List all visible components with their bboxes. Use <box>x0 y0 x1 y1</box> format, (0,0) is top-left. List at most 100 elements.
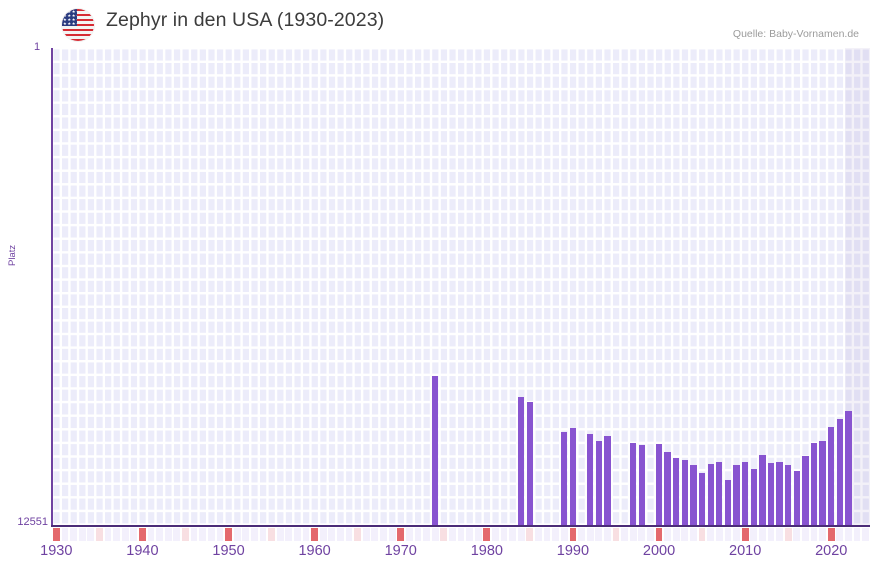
x-tick-cell <box>354 528 362 541</box>
x-tick-label: 1940 <box>126 543 159 559</box>
x-tick-cell <box>337 528 344 541</box>
bar <box>741 462 749 525</box>
x-tick-cell <box>388 528 396 541</box>
bar <box>630 443 637 525</box>
x-tick-cell <box>707 528 715 541</box>
x-tick-label: 1980 <box>470 543 503 559</box>
flag-stripes <box>62 9 94 41</box>
x-tick-cell <box>827 528 835 541</box>
x-tick-cell <box>207 528 215 541</box>
x-tick-cell <box>52 528 60 541</box>
x-tick-cell <box>612 528 620 541</box>
x-tick-cell <box>182 528 189 541</box>
x-tick-cell <box>517 528 525 541</box>
x-tick-cell <box>423 528 430 541</box>
x-tick-cell <box>578 528 585 541</box>
x-tick-label: 1970 <box>384 543 417 559</box>
x-tick-label: 1990 <box>556 543 590 559</box>
x-tick-cell <box>698 528 706 541</box>
x-tick-cell <box>414 528 422 541</box>
x-tick-cell <box>242 528 250 541</box>
bar <box>690 465 697 525</box>
y-axis-line <box>51 48 53 527</box>
x-tick-cell <box>526 528 534 541</box>
x-tick-cell <box>784 528 792 541</box>
x-tick-cell <box>250 528 258 541</box>
x-tick-cell <box>535 528 542 541</box>
x-axis-tick-band <box>52 528 870 541</box>
x-tick-cell <box>130 528 138 541</box>
x-tick-cell <box>552 528 560 541</box>
x-tick-cell <box>440 528 448 541</box>
x-tick-cell <box>371 528 379 541</box>
x-tick-cell <box>638 528 646 541</box>
bar <box>673 458 680 525</box>
bar <box>750 469 757 525</box>
x-tick-cell <box>345 528 353 541</box>
x-tick-cell <box>397 528 405 541</box>
x-tick-cell <box>164 528 172 541</box>
source-attribution: Quelle: Baby-Vornamen.de <box>732 28 859 40</box>
x-tick-cell <box>121 528 129 541</box>
bar <box>793 471 800 525</box>
bar <box>767 463 775 525</box>
x-tick-cell <box>845 528 852 541</box>
x-tick-cell <box>724 528 732 541</box>
bar <box>518 397 525 525</box>
bar <box>759 455 766 525</box>
x-tick-cell <box>104 528 112 541</box>
x-tick-cell <box>216 528 224 541</box>
flag-stars: ★★★★★★★★★★★★★★★★★★★★★★★★★★★★★★★★ <box>63 9 77 26</box>
x-tick-cell <box>466 528 473 541</box>
x-tick-cell <box>190 528 198 541</box>
x-tick-cell <box>173 528 181 541</box>
x-tick-cell <box>78 528 86 541</box>
x-tick-cell <box>543 528 551 541</box>
y-axis-tick-bottom: 12551 <box>17 516 48 528</box>
flag-stripe <box>62 33 94 37</box>
bar <box>655 444 663 525</box>
bar-series <box>52 48 870 525</box>
x-tick-cell <box>862 528 870 541</box>
x-tick-cell <box>715 528 723 541</box>
x-tick-cell <box>233 528 241 541</box>
x-tick-cell <box>147 528 155 541</box>
plot-area <box>52 48 870 525</box>
x-tick-cell <box>319 528 327 541</box>
us-flag-circle-icon: ★★★★★★★★★★★★★★★★★★★★★★★★★★★★★★★★ <box>62 9 94 41</box>
bar <box>836 419 844 525</box>
bar <box>802 456 809 525</box>
x-tick-cell <box>560 528 568 541</box>
x-tick-cell <box>285 528 293 541</box>
x-tick-cell <box>672 528 680 541</box>
x-tick-label: 2020 <box>815 543 848 559</box>
bar <box>733 465 740 525</box>
x-tick-cell <box>380 528 387 541</box>
x-tick-cell <box>95 528 103 541</box>
flag-stripe <box>62 13 94 17</box>
bar <box>776 462 783 525</box>
x-tick-cell <box>293 528 301 541</box>
x-tick-cell <box>268 528 275 541</box>
grid-lines <box>52 48 870 525</box>
x-tick-cell <box>802 528 809 541</box>
bar <box>724 480 732 525</box>
x-tick-cell <box>362 528 370 541</box>
x-axis-line <box>51 525 870 527</box>
x-tick-cell <box>156 528 164 541</box>
x-tick-cell <box>595 528 603 541</box>
x-tick-cell <box>509 528 517 541</box>
x-tick-cell <box>259 528 267 541</box>
flag-stripe <box>62 26 94 29</box>
x-tick-cell <box>655 528 663 541</box>
bar <box>845 411 852 525</box>
x-tick-cell <box>139 528 146 541</box>
x-tick-cell <box>793 528 801 541</box>
x-tick-cell <box>87 528 95 541</box>
x-tick-cell <box>225 528 232 541</box>
x-tick-cell <box>199 528 207 541</box>
bar <box>810 443 818 525</box>
x-tick-cell <box>681 528 689 541</box>
bar <box>431 376 439 525</box>
bar <box>586 434 594 525</box>
